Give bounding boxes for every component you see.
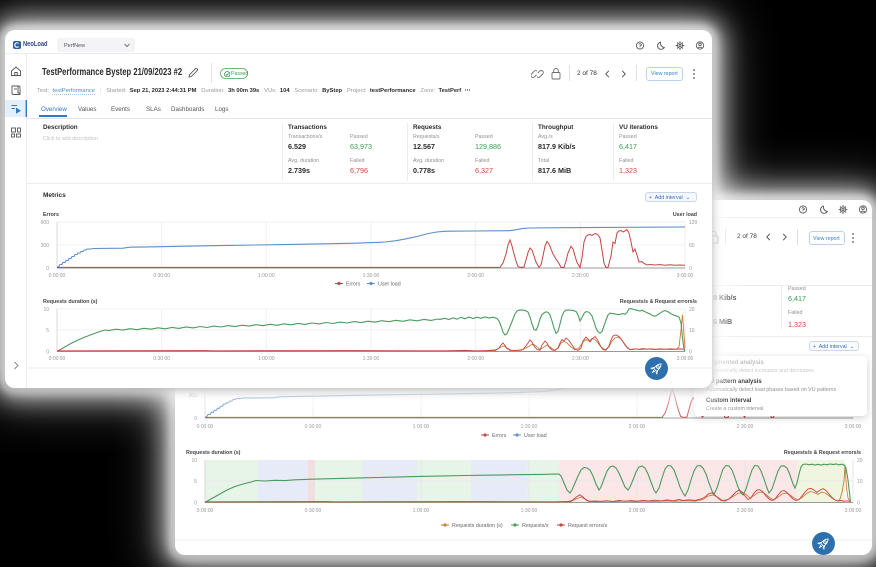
svg-text:Requests duration (s): Requests duration (s) xyxy=(186,450,241,456)
svg-text:Requests/s & Request errors/s: Requests/s & Request errors/s xyxy=(620,299,697,305)
svg-text:1:00:00: 1:00:00 xyxy=(413,508,430,514)
svg-text:1:00:00: 1:00:00 xyxy=(413,424,430,430)
svg-text:User load: User load xyxy=(378,282,401,288)
svg-text:1:30:00: 1:30:00 xyxy=(363,356,380,362)
svg-text:2:30:00: 2:30:00 xyxy=(737,508,754,514)
svg-text:2:00:00: 2:00:00 xyxy=(467,273,484,279)
svg-text:0:30:00: 0:30:00 xyxy=(153,273,170,279)
svg-text:2:30:00: 2:30:00 xyxy=(737,424,754,430)
svg-text:Requests/s & Request errors/s: Requests/s & Request errors/s xyxy=(784,450,861,456)
svg-text:300: 300 xyxy=(189,393,198,399)
svg-text:2:00:00: 2:00:00 xyxy=(467,356,484,362)
svg-text:1:30:00: 1:30:00 xyxy=(363,273,380,279)
svg-text:Requests duration (s): Requests duration (s) xyxy=(43,299,98,305)
svg-text:0: 0 xyxy=(194,501,197,507)
svg-text:0:00:00: 0:00:00 xyxy=(197,508,214,514)
svg-text:0:30:00: 0:30:00 xyxy=(305,424,322,430)
svg-text:0: 0 xyxy=(46,266,49,272)
svg-text:Errors: Errors xyxy=(492,433,507,439)
svg-text:1:30:00: 1:30:00 xyxy=(521,424,538,430)
svg-text:1:00:00: 1:00:00 xyxy=(258,356,275,362)
svg-text:300: 300 xyxy=(41,243,50,249)
svg-text:3:00:00: 3:00:00 xyxy=(677,356,694,362)
svg-text:3:00:00: 3:00:00 xyxy=(677,273,694,279)
svg-text:Requests/s: Requests/s xyxy=(522,523,549,529)
svg-text:600: 600 xyxy=(41,220,50,226)
svg-text:20: 20 xyxy=(857,458,863,464)
svg-text:2:30:00: 2:30:00 xyxy=(572,356,589,362)
svg-text:0:30:00: 0:30:00 xyxy=(153,356,170,362)
svg-text:0:00:00: 0:00:00 xyxy=(49,273,66,279)
svg-text:5: 5 xyxy=(194,479,197,485)
svg-text:User load: User load xyxy=(524,433,547,439)
svg-text:3:00:00: 3:00:00 xyxy=(845,424,862,430)
svg-text:10: 10 xyxy=(191,458,197,464)
svg-text:Errors: Errors xyxy=(346,282,361,288)
svg-text:User load: User load xyxy=(673,212,697,218)
svg-text:120: 120 xyxy=(689,220,698,226)
svg-text:0: 0 xyxy=(194,416,197,422)
svg-text:10: 10 xyxy=(689,328,695,334)
svg-text:0:30:00: 0:30:00 xyxy=(305,508,322,514)
svg-text:0: 0 xyxy=(689,266,692,272)
svg-text:0:00:00: 0:00:00 xyxy=(197,424,214,430)
svg-text:0: 0 xyxy=(689,350,692,356)
svg-text:Request errors/s: Request errors/s xyxy=(568,523,608,529)
svg-text:5: 5 xyxy=(46,328,49,334)
svg-text:0: 0 xyxy=(857,501,860,507)
svg-text:2:30:00: 2:30:00 xyxy=(572,273,589,279)
svg-text:Errors: Errors xyxy=(43,212,59,218)
svg-text:3:00:00: 3:00:00 xyxy=(845,508,862,514)
svg-text:0: 0 xyxy=(46,350,49,356)
svg-text:2:00:00: 2:00:00 xyxy=(629,508,646,514)
svg-text:2:00:00: 2:00:00 xyxy=(629,424,646,430)
svg-text:1:30:00: 1:30:00 xyxy=(521,508,538,514)
svg-text:60: 60 xyxy=(689,243,695,249)
svg-text:Requests duration (s): Requests duration (s) xyxy=(452,523,503,529)
svg-text:10: 10 xyxy=(857,479,863,485)
svg-text:1:00:00: 1:00:00 xyxy=(258,273,275,279)
svg-text:10: 10 xyxy=(43,307,49,313)
svg-text:0:00:00: 0:00:00 xyxy=(49,356,66,362)
svg-text:20: 20 xyxy=(689,307,695,313)
